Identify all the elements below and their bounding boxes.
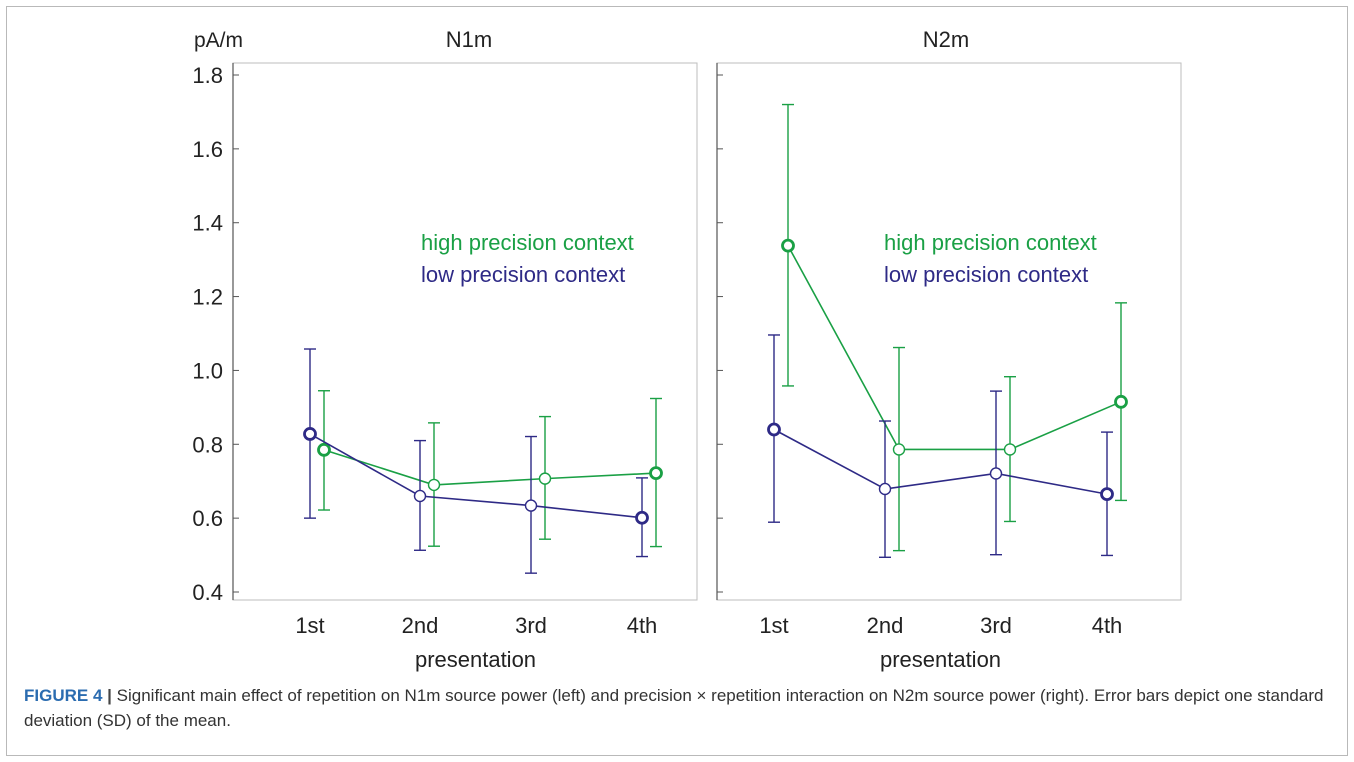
- series-line-low: [309, 433, 643, 519]
- panel-0-box: [232, 62, 698, 601]
- series-line-high: [323, 449, 657, 486]
- y-axis-label: pA/m: [194, 29, 243, 52]
- data-point: [1003, 443, 1017, 456]
- figure-frame: [6, 6, 1348, 756]
- x-tick-label: 2nd: [867, 613, 904, 638]
- figure-label: FIGURE 4: [24, 686, 103, 705]
- data-point: [989, 467, 1003, 480]
- data-point: [524, 499, 538, 512]
- x-tick-label: 3rd: [515, 613, 547, 638]
- data-point: [1114, 394, 1128, 409]
- data-point: [317, 442, 331, 457]
- x-axis-label: presentation: [415, 647, 536, 672]
- y-tick-label: 1.4: [192, 211, 223, 236]
- y-tick-label: 0.8: [192, 432, 223, 457]
- data-point: [649, 466, 663, 480]
- legend-high: high precision context: [884, 230, 1097, 255]
- legend-low: low precision context: [421, 262, 625, 287]
- data-point: [635, 510, 649, 525]
- x-tick-label: 2nd: [402, 613, 439, 638]
- data-point: [878, 482, 892, 496]
- panel-1-box: [716, 62, 1182, 601]
- series-line-high: [787, 245, 1122, 451]
- x-tick-label: 4th: [627, 613, 658, 638]
- x-tick-label: 3rd: [980, 613, 1012, 638]
- x-tick-label: 1st: [759, 613, 788, 638]
- y-tick-label: 0.4: [192, 580, 223, 605]
- caption-text: Significant main effect of repetition on…: [24, 686, 1324, 730]
- data-point: [427, 478, 441, 492]
- x-tick-label: 4th: [1092, 613, 1123, 638]
- series-line-low: [773, 428, 1108, 495]
- legend-high: high precision context: [421, 230, 634, 255]
- data-point: [538, 472, 552, 485]
- panel-1-title: N2m: [923, 27, 969, 52]
- x-axis-label: presentation: [880, 647, 1001, 672]
- y-tick-label: 0.6: [192, 506, 223, 531]
- y-tick-label: 1.2: [192, 285, 223, 310]
- data-point: [1100, 487, 1114, 502]
- data-point: [303, 427, 317, 441]
- data-point: [413, 489, 427, 503]
- data-point: [892, 443, 906, 456]
- x-tick-label: 1st: [295, 613, 324, 638]
- data-point: [781, 238, 795, 253]
- panel-0-title: N1m: [446, 27, 492, 52]
- y-tick-label: 1.6: [192, 137, 223, 162]
- figure-chart: 0.4 0.6 0.8 1.0 1.2 1.4 1.6 1.8 pA/m N1m 1st 2nd 3rd…: [192, 27, 1182, 672]
- legend-low: low precision context: [884, 262, 1088, 287]
- y-tick-label: 1.8: [192, 63, 223, 88]
- figure-caption: FIGURE 4 | Significant main effect of re…: [24, 683, 1332, 733]
- caption-separator: |: [107, 686, 112, 705]
- data-point: [767, 422, 781, 437]
- y-tick-label: 1.0: [192, 358, 223, 383]
